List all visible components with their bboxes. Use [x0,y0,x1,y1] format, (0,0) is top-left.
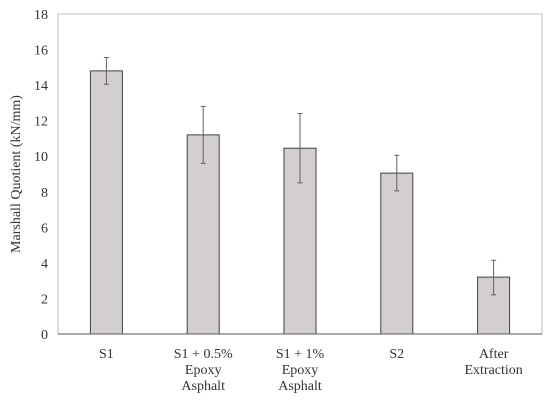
x-category-label: S2 [389,347,404,362]
y-axis-title: Marshall Quotient (kN/mm) [9,95,24,253]
x-category-label-line: Asphalt [181,379,225,394]
x-category-label-line: Epoxy [185,363,222,378]
x-category-label-line: S1 [99,347,114,362]
x-category-label: After Extraction [464,347,522,378]
bar [380,172,414,335]
y-tick-label: 12 [34,115,48,130]
x-category-label-line: After [479,347,509,362]
error-bars [103,57,497,296]
y-tick-label: 10 [34,150,48,165]
y-axis-ticks: 0 2 4 6 8 10 12 14 16 18 [34,8,48,343]
y-tick-label: 18 [34,8,48,23]
y-tick-label: 2 [41,292,48,307]
y-tick-label: 4 [41,257,48,272]
x-category-label: S1 [99,347,114,362]
y-tick-label: 16 [34,44,48,59]
x-category-label-line: S2 [389,347,404,362]
x-category-label-line: Asphalt [278,379,322,394]
x-category-label-line: Extraction [464,363,522,378]
x-category-label-line: S1 + 1% [276,347,325,362]
y-tick-label: 8 [41,186,48,201]
y-tick-label: 0 [41,328,48,343]
bars [89,70,511,335]
x-category-label-line: S1 + 0.5% [174,347,233,362]
bar [186,134,220,335]
y-tick-label: 6 [41,221,48,236]
x-category-label: S1 + 1% Epoxy Asphalt [276,347,325,394]
x-category-label: S1 + 0.5% Epoxy Asphalt [174,347,233,394]
y-tick-label: 14 [34,79,48,94]
x-category-label-line: Epoxy [282,363,319,378]
bar [89,70,123,335]
